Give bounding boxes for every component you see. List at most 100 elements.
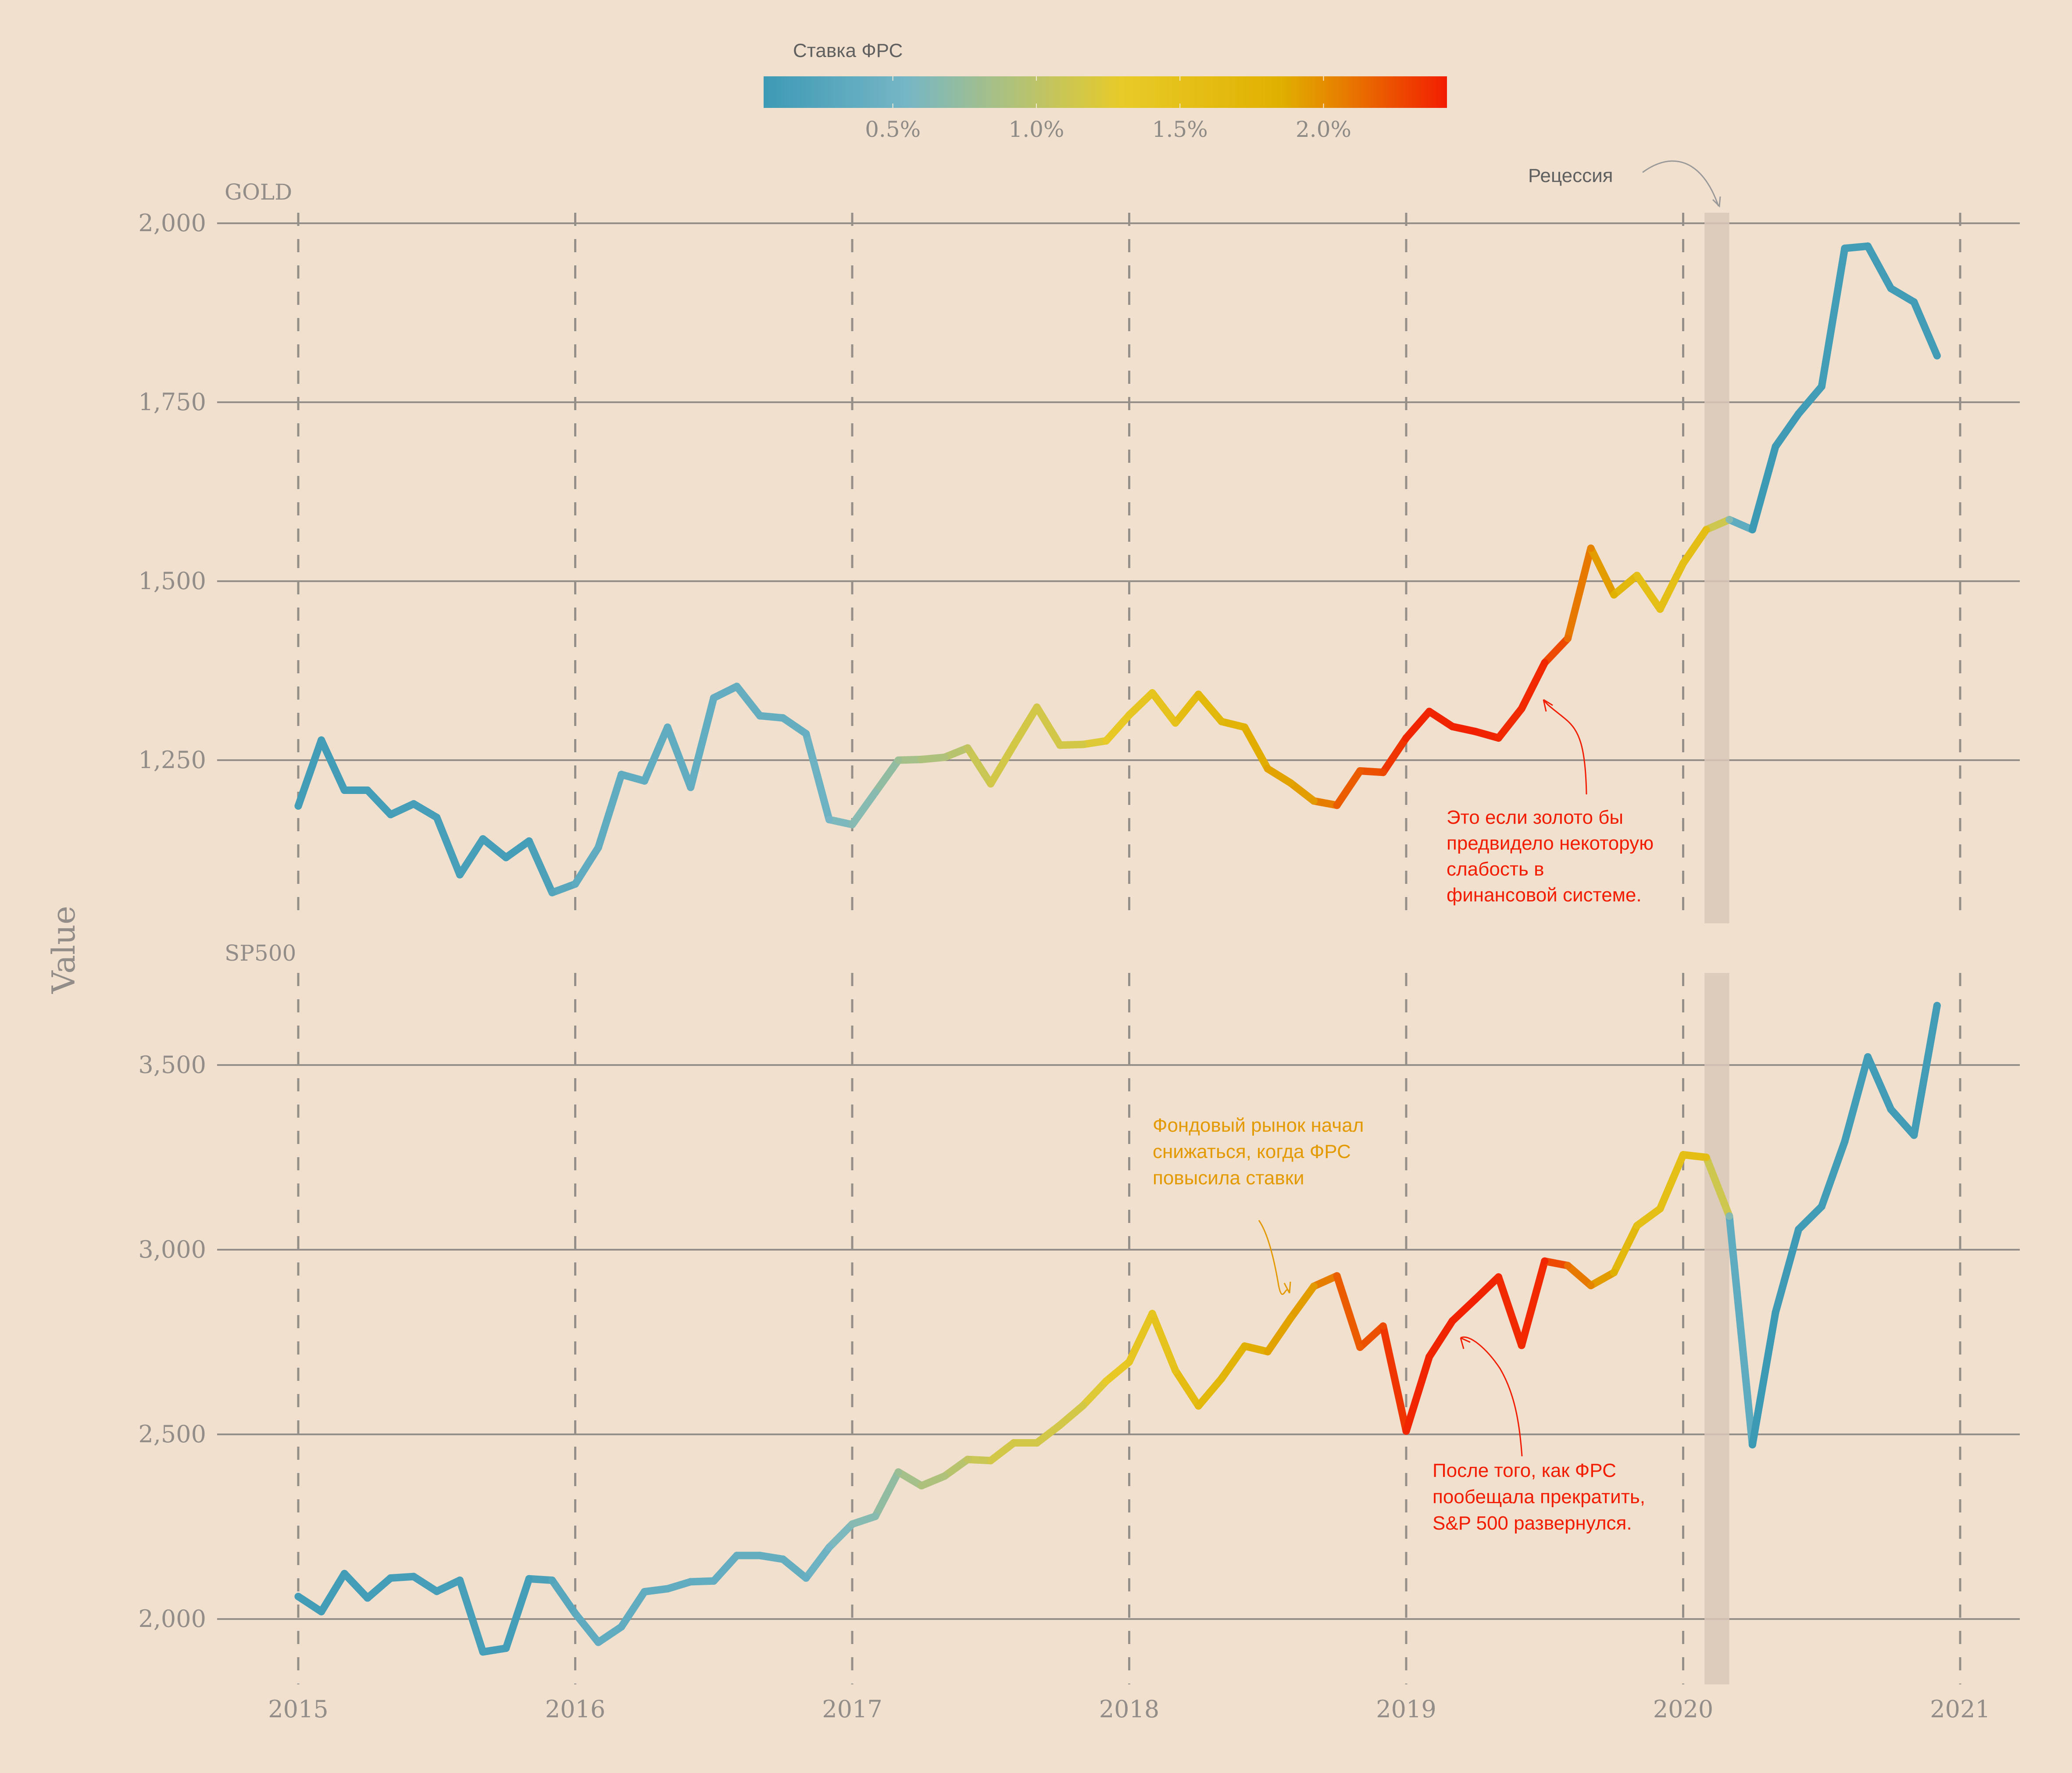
- series-segment: [640, 1585, 672, 1596]
- y-tick-label: 3,500: [138, 1051, 206, 1079]
- series-segment: [756, 712, 787, 722]
- series-segment: [710, 683, 741, 702]
- series-segment: [1172, 1366, 1202, 1410]
- data-point: [1194, 690, 1202, 698]
- series-segment: [318, 1569, 348, 1616]
- series-segment: [364, 786, 394, 819]
- series-segment: [1172, 690, 1202, 727]
- data-point: [1402, 1427, 1410, 1435]
- data-point: [1172, 719, 1179, 727]
- series-segment: [294, 736, 325, 810]
- series-segment: [1472, 728, 1502, 742]
- y-axis-label: Value: [45, 906, 82, 994]
- annotation-rates-line: Фондовый рынок начал: [1153, 1115, 1364, 1136]
- annotation-reversal-line: пообещала прекратить,: [1433, 1486, 1645, 1508]
- series-segment: [779, 714, 810, 738]
- data-point: [1472, 728, 1479, 736]
- data-point: [1356, 1343, 1364, 1351]
- data-point: [802, 1574, 810, 1582]
- data-point: [1333, 1272, 1341, 1280]
- recession-band: [1704, 213, 1729, 923]
- data-point: [1472, 1295, 1479, 1303]
- series-segment: [687, 1577, 718, 1586]
- data-point: [572, 880, 579, 888]
- data-point: [618, 1623, 625, 1631]
- series-segment: [1748, 1308, 1779, 1449]
- series-segment: [294, 1593, 325, 1616]
- data-point: [1495, 1273, 1502, 1281]
- series-segment: [1310, 797, 1341, 809]
- annotation-gold-arrow: [1543, 699, 1587, 795]
- series-segment: [1264, 765, 1295, 787]
- data-point: [502, 854, 510, 861]
- data-point: [433, 1587, 441, 1595]
- series-segment: [687, 694, 718, 791]
- series-segment: [802, 1544, 833, 1582]
- series-segment: [1518, 659, 1549, 712]
- series-segment: [1633, 572, 1664, 613]
- colorbar-tick-label: 2.0%: [1296, 117, 1351, 142]
- series-segment: [1356, 1322, 1387, 1351]
- y-tick-label: 2,000: [138, 1605, 206, 1633]
- data-point: [664, 723, 672, 731]
- series-segment: [1379, 1322, 1410, 1435]
- series-segment: [1795, 1202, 1826, 1233]
- series-segment: [1194, 1375, 1225, 1410]
- colorbar-tick-label: 1.5%: [1152, 117, 1208, 142]
- data-point: [733, 1551, 741, 1559]
- series-segment: [872, 756, 902, 796]
- series-segment: [1841, 242, 1872, 252]
- series-segment: [340, 1569, 372, 1602]
- series-segment: [802, 730, 833, 823]
- series-segment: [433, 1576, 464, 1595]
- series-segment: [1218, 718, 1249, 731]
- colorbar-tick-label: 1.0%: [1008, 117, 1064, 142]
- series-segment: [1887, 1105, 1918, 1139]
- data-point: [964, 1455, 972, 1463]
- series-segment: [1495, 704, 1525, 742]
- data-point: [1333, 801, 1341, 809]
- data-point: [410, 800, 418, 808]
- data-point: [1310, 797, 1318, 805]
- data-point: [872, 1512, 879, 1520]
- series-segment: [1472, 1273, 1502, 1303]
- data-point: [1702, 525, 1710, 533]
- colorbar-gradient: [764, 76, 1447, 108]
- series-segment: [1841, 1053, 1872, 1145]
- annotation-reversal-arrow: [1460, 1336, 1523, 1457]
- annotation-sp500-rates-text: Фондовый рынок начал снижаться, когда ФР…: [1153, 1115, 1369, 1189]
- y-tick-label: 3,000: [138, 1236, 206, 1263]
- series-segment: [618, 771, 648, 785]
- data-point: [1772, 443, 1779, 450]
- data-point: [1425, 708, 1433, 715]
- series-segment: [825, 1520, 856, 1551]
- data-point: [364, 1594, 372, 1602]
- series-segment: [318, 736, 348, 794]
- data-point: [456, 1576, 464, 1584]
- series-segment: [1148, 689, 1179, 727]
- data-point: [1564, 635, 1572, 643]
- data-point: [1287, 779, 1295, 787]
- data-point: [779, 714, 787, 722]
- series-segment: [525, 1575, 556, 1584]
- series-segment: [387, 800, 418, 819]
- data-point: [1495, 734, 1502, 742]
- series-segment: [502, 1575, 533, 1652]
- series-segment: [364, 1574, 394, 1602]
- series-segment: [756, 1551, 787, 1563]
- data-point: [410, 1573, 418, 1580]
- series-segment: [410, 1573, 441, 1595]
- data-point: [1148, 1310, 1156, 1318]
- series-gold: [294, 242, 1941, 897]
- data-point: [756, 1551, 764, 1559]
- data-point: [1679, 1151, 1687, 1159]
- annotation-sp500-rates: Фондовый рынок начал снижаться, когда ФР…: [1153, 1115, 1369, 1295]
- series-segment: [1402, 708, 1433, 742]
- data-point: [1864, 242, 1872, 250]
- data-point: [456, 871, 464, 879]
- data-point: [1725, 1212, 1733, 1220]
- series-segment: [964, 1455, 995, 1465]
- series-segment: [1910, 1001, 1941, 1139]
- data-point: [1587, 544, 1595, 552]
- data-point: [1172, 1366, 1179, 1374]
